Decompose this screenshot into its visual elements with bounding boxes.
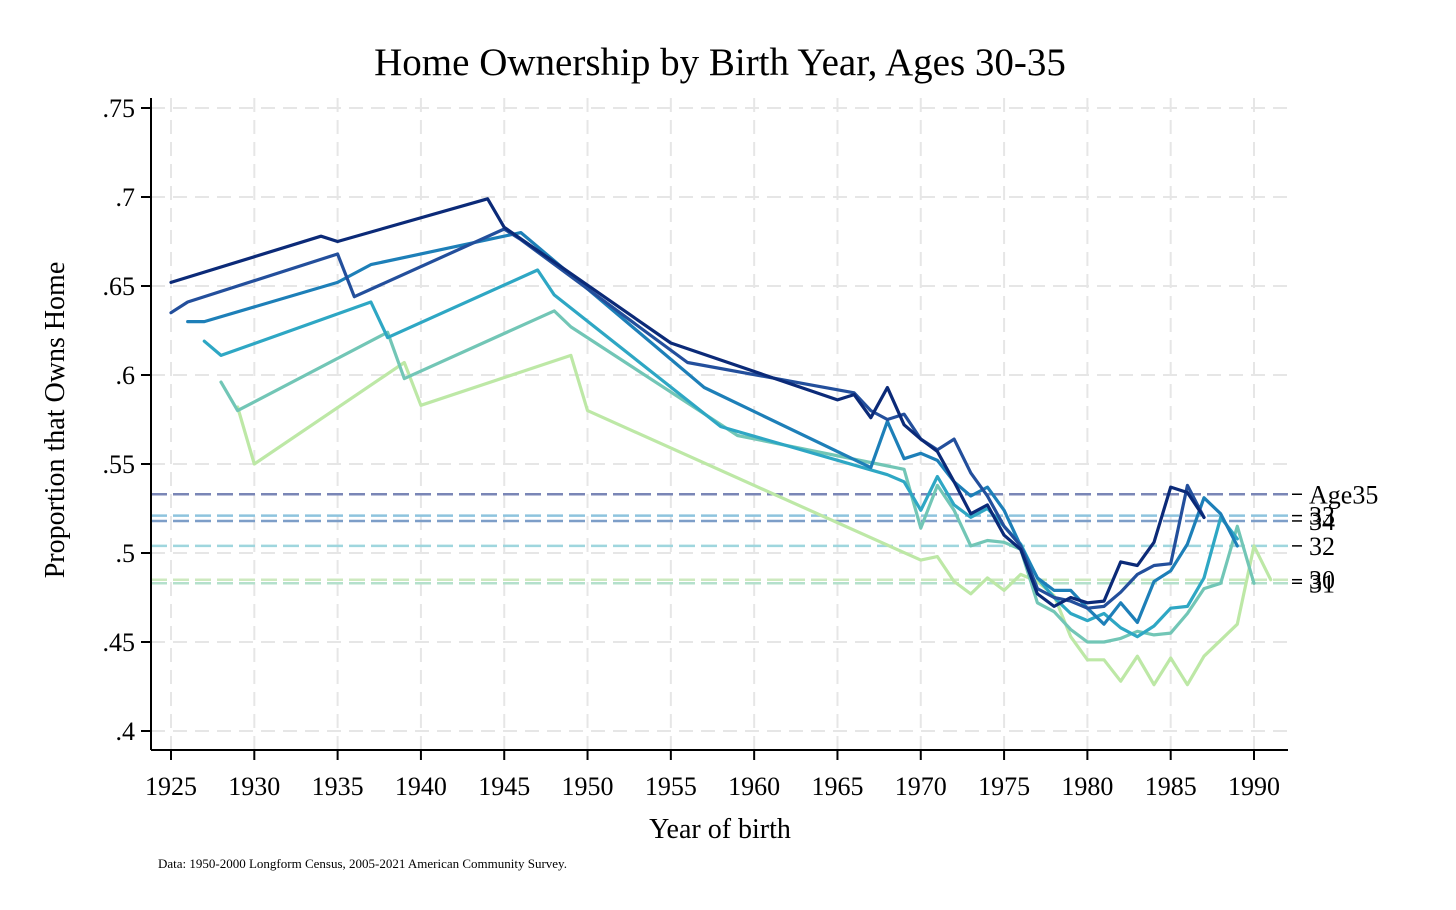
x-tick-label: 1925: [145, 772, 197, 801]
x-tick-label: 1980: [1061, 772, 1113, 801]
source-note: Data: 1950-2000 Longform Census, 2005-20…: [158, 856, 567, 871]
end-label: Age35: [1309, 480, 1378, 509]
end-label: 33: [1309, 502, 1335, 531]
x-axis-title: Year of birth: [649, 814, 791, 845]
x-tick-label: 1975: [978, 772, 1030, 801]
y-axis-ticks: .4 .45 .5 .55 .6 .65 .7 .75: [103, 94, 151, 746]
end-label: 32: [1309, 532, 1335, 561]
y-tick-label: .6: [116, 361, 136, 390]
y-axis-title: Proportion that Owns Home: [40, 262, 71, 579]
y-tick-label: .65: [103, 272, 136, 301]
x-tick-label: 1970: [895, 772, 947, 801]
chart-title: Home Ownership by Birth Year, Ages 30-35: [374, 41, 1066, 84]
y-tick-label: .4: [116, 717, 136, 746]
series-line: [202, 268, 1239, 639]
end-label: 31: [1309, 569, 1335, 598]
x-tick-label: 1955: [645, 772, 697, 801]
series-lines: [169, 197, 1273, 687]
series-line: [186, 231, 1239, 626]
x-tick-label: 1950: [562, 772, 614, 801]
x-tick-label: 1985: [1145, 772, 1197, 801]
y-tick-label: .45: [103, 628, 136, 657]
y-tick-label: .75: [103, 94, 136, 123]
end-label: 30: [1309, 566, 1335, 595]
x-tick-label: 1990: [1228, 772, 1280, 801]
y-tick-label: .7: [116, 183, 136, 212]
reference-lines: [151, 493, 1288, 585]
x-tick-label: 1930: [228, 772, 280, 801]
x-tick-label: 1945: [478, 772, 530, 801]
x-axis-ticks: 1925 1930 1935 1940 1945 1950 1955 1960 1965 1970…: [145, 750, 1280, 801]
series-line: [169, 197, 1206, 608]
x-tick-label: 1965: [811, 772, 863, 801]
x-tick-label: 1960: [728, 772, 780, 801]
end-label: 34: [1309, 507, 1335, 536]
x-tick-label: 1940: [395, 772, 447, 801]
x-tick-label: 1935: [312, 772, 364, 801]
y-tick-label: .5: [116, 539, 136, 568]
y-tick-label: .55: [103, 450, 136, 479]
